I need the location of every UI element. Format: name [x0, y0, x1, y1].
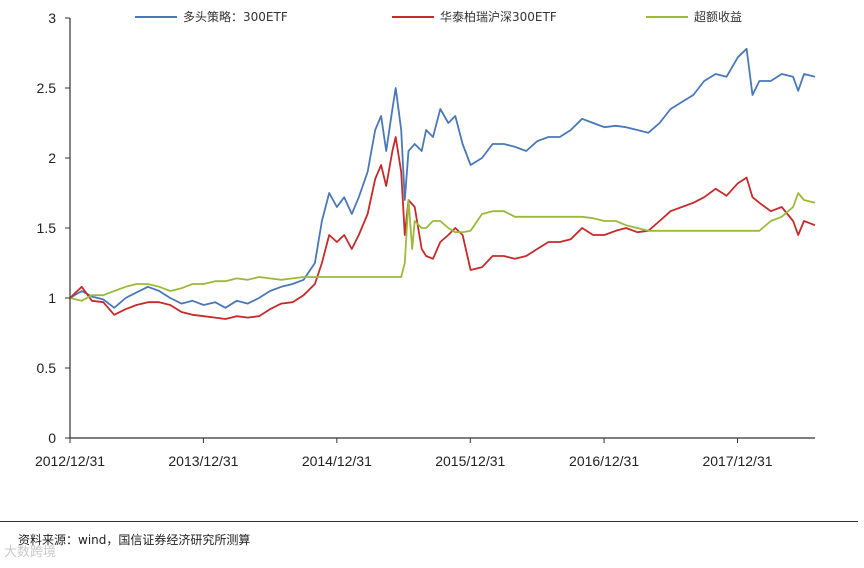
y-tick-label: 3 — [48, 10, 56, 26]
series-layer — [69, 47, 816, 320]
y-tick-label: 1 — [48, 290, 56, 306]
y-tick-label: 0.5 — [37, 360, 57, 376]
x-tick-label: 2014/12/31 — [302, 453, 372, 469]
source-note: 资料来源：wind，国信证券经济研究所测算 — [18, 533, 251, 547]
legend-label: 多头策略：300ETF — [183, 9, 288, 24]
axes: 0 0.5 1 1.5 2 2.5 3 2012/12/31 2013/12/31 2014/12… — [35, 10, 815, 469]
legend: 多头策略：300ETF 华泰柏瑞沪深300ETF 超额收益 — [135, 9, 742, 24]
watermark-text: 大数跨境 — [4, 545, 57, 560]
series-line-0 — [69, 47, 816, 309]
legend-label: 华泰柏瑞沪深300ETF — [440, 9, 557, 24]
x-tick-label: 2012/12/31 — [35, 453, 105, 469]
y-tick-label: 2 — [48, 150, 56, 166]
x-tick-label: 2013/12/31 — [168, 453, 238, 469]
line-chart: 多头策略：300ETF 华泰柏瑞沪深300ETF 超额收益 0 0.5 1 1.5 2 2.5… — [35, 9, 816, 469]
series-line-1 — [69, 136, 816, 320]
series-line-2 — [69, 192, 816, 302]
x-tick-label: 2016/12/31 — [569, 453, 639, 469]
x-tick-label: 2017/12/31 — [702, 453, 772, 469]
legend-label: 超额收益 — [694, 9, 742, 24]
y-tick-label: 0 — [48, 430, 56, 446]
source-divider — [0, 521, 858, 522]
x-tick-label: 2015/12/31 — [435, 453, 505, 469]
y-tick-label: 1.5 — [37, 220, 57, 236]
y-tick-label: 2.5 — [37, 80, 57, 96]
